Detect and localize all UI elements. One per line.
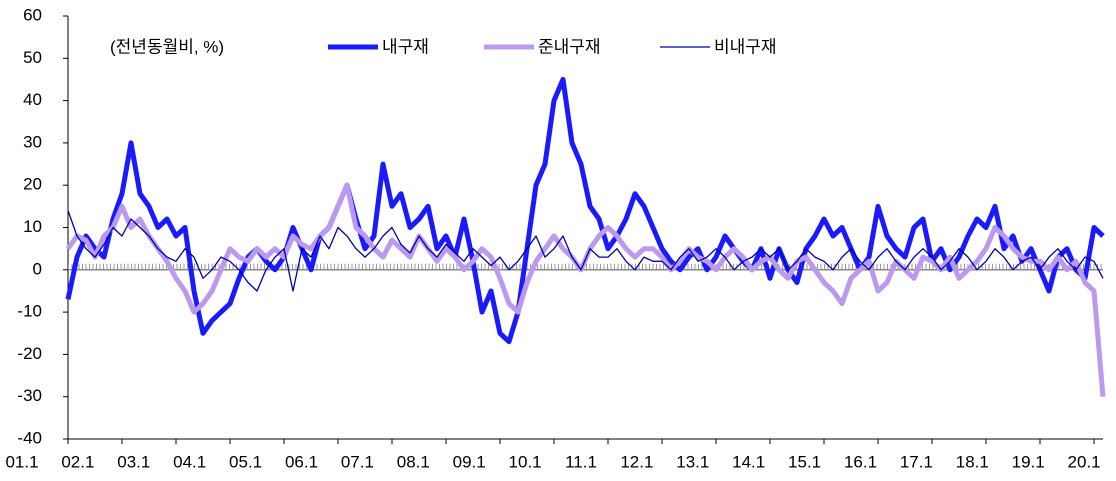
series-line bbox=[65, 182, 1106, 397]
x-tick-label: 05.1 bbox=[229, 452, 262, 471]
series-line bbox=[65, 76, 1105, 345]
legend-label: 준내구재 bbox=[538, 37, 601, 56]
legend-label: 비내구재 bbox=[714, 37, 777, 56]
series-line bbox=[67, 210, 1104, 292]
x-tick-label: 17.1 bbox=[900, 452, 933, 471]
x-tick-label: 18.1 bbox=[956, 452, 989, 471]
y-tick-label: 30 bbox=[23, 132, 42, 151]
y-tick-label: 10 bbox=[23, 217, 42, 236]
y-tick-label: -40 bbox=[17, 428, 42, 447]
x-tick-label: 11.1 bbox=[565, 452, 597, 471]
y-tick-label: -20 bbox=[17, 344, 42, 363]
x-tick-label: 19.1 bbox=[1012, 452, 1045, 471]
x-tick-label: 02.1 bbox=[61, 452, 94, 471]
x-tick-label: 08.1 bbox=[397, 452, 430, 471]
x-tick-label: 16.1 bbox=[844, 452, 877, 471]
y-tick-label: 50 bbox=[23, 48, 42, 67]
y-tick-label: -30 bbox=[17, 386, 42, 405]
x-tick-label: 04.1 bbox=[173, 452, 206, 471]
x-tick-label: 01.1 bbox=[5, 452, 38, 471]
y-tick-label: 40 bbox=[23, 90, 42, 109]
x-tick-label: 09.1 bbox=[453, 452, 486, 471]
x-tick-label: 03.1 bbox=[117, 452, 150, 471]
y-tick-label: -10 bbox=[17, 302, 42, 321]
y-tick-label: 20 bbox=[23, 175, 42, 194]
x-tick-label: 10.1 bbox=[509, 452, 542, 471]
y-tick-label: 0 bbox=[33, 259, 42, 278]
legend-label: 내구재 bbox=[382, 37, 429, 56]
legend-title: (전년동월비, %) bbox=[110, 37, 224, 56]
x-tick-label: 06.1 bbox=[285, 452, 318, 471]
x-tick-label: 12.1 bbox=[620, 452, 653, 471]
x-tick-label: 07.1 bbox=[341, 452, 374, 471]
x-tick-label: 14.1 bbox=[732, 452, 765, 471]
x-tick-label: 13.1 bbox=[676, 452, 709, 471]
x-tick-label: 15.1 bbox=[788, 452, 821, 471]
y-tick-label: 60 bbox=[23, 5, 42, 24]
x-tick-label: 20.1 bbox=[1068, 452, 1101, 471]
